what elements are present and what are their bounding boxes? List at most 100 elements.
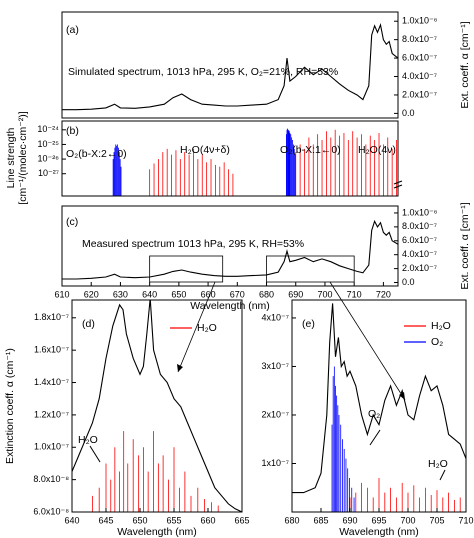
y-tick-label: 2.0x10⁻⁷ [402,263,437,273]
x-tick-label: 695 [371,515,386,525]
y-axis-label: Line strength [5,127,17,188]
y-tick-label: 10⁻²⁵ [38,139,60,149]
x-tick-label: 650 [132,515,147,525]
x-tick-label: 720 [376,289,391,299]
panel-label: (e) [302,318,315,330]
arrow [369,429,381,446]
x-tick-label: 640 [142,289,157,299]
legend-label: H₂O [431,320,451,332]
annotation: H₂O [78,434,98,446]
y-axis-label: Extinction coeff. α (cm⁻¹) [4,348,16,464]
plot-area [72,300,242,512]
y-tick-label: 10⁻²⁶ [38,153,60,163]
panel-label: (d) [82,318,95,330]
annotation: O₂ [368,408,380,420]
plot-frame [61,120,399,197]
y-tick-label: 1.4x10⁻⁷ [34,377,69,387]
x-axis-label: Wavelength (nm) [339,526,419,538]
panel-label: (b) [66,125,79,137]
y-tick-label: 1.0x10⁻⁶ [402,16,438,26]
y-tick-label: 10⁻²⁴ [37,124,59,134]
x-tick-label: 670 [230,289,245,299]
x-tick-label: 650 [171,289,186,299]
y-tick-label: 3x10⁻⁷ [261,361,289,371]
spectrum-line [62,219,398,280]
legend-label: H₂O [197,322,217,334]
y-tick-label: 0.0 [402,277,415,287]
annotation: H₂O(4ν+δ) [180,144,230,156]
y-tick-label: 1.8x10⁻⁷ [34,312,69,322]
y-tick-label: 4.0x10⁻⁷ [402,249,437,259]
x-tick-label: 680 [284,515,299,525]
panel-label: (a) [66,24,79,36]
connector [177,281,216,373]
x-tick-label: 690 [342,515,357,525]
x-tick-label: 610 [54,289,69,299]
x-tick-label: 700 [317,289,332,299]
plot-frame [61,205,399,287]
x-tick-label: 705 [429,515,444,525]
zoom-box [149,255,224,283]
arrow [439,469,446,481]
y-tick-label: 4.0x10⁻⁷ [402,71,437,81]
y-axis-label: Ext. coeff. α [cm⁻¹] [459,202,471,289]
annotation: H₂O [428,458,448,470]
arrowhead [177,364,183,372]
zoom-box [266,255,355,283]
x-tick-label: 710 [347,289,362,299]
y-tick-label: 0.0 [402,108,415,118]
annotation: O₂(b-X:1←0) [280,144,341,156]
x-tick-label: 620 [84,289,99,299]
panel-label: (c) [66,216,78,228]
y-tick-label: 1x10⁻⁷ [261,458,289,468]
x-tick-label: 685 [313,515,328,525]
x-axis-label: Wavelength (nm) [117,526,197,538]
y-tick-label: 1.0x10⁻⁷ [34,442,69,452]
spectrum-line [62,22,398,111]
x-tick-label: 660 [200,515,215,525]
x-tick-label: 630 [113,289,128,299]
x-tick-label: 710 [458,515,473,525]
x-tick-label: 680 [259,289,274,299]
spectrum-line [72,300,242,512]
x-tick-label: 700 [400,515,415,525]
annotation: O₂(b-X:2←0) [66,148,127,160]
y-tick-label: 2.0x10⁻⁷ [402,89,437,99]
x-tick-label: 690 [288,289,303,299]
arrow [89,445,101,463]
y-tick-label: 1.0x10⁻⁶ [402,207,438,217]
y-tick-label: 10⁻²⁷ [38,168,59,178]
annotation: Simulated spectrum, 1013 hPa, 295 K, O₂=… [68,66,338,78]
plot-frame [61,11,399,119]
axis-break [393,180,403,189]
y-tick-label: 1.6x10⁻⁷ [34,345,69,355]
y-tick-label: 8.0x10⁻⁷ [402,221,437,231]
plot-area [62,219,398,280]
y-axis-label: Ext. coeff. α [cm⁻¹] [459,21,471,108]
x-tick-label: 640 [64,515,79,525]
x-axis-label: Wavelength (nm) [190,300,270,312]
y-axis-label: [cm⁻¹/(molec·cm⁻²)] [17,111,29,204]
y-tick-label: 4x10⁻⁷ [261,312,289,322]
arrowhead [399,392,405,400]
x-tick-label: 645 [98,515,113,525]
y-tick-label: 1.2x10⁻⁷ [34,409,69,419]
y-tick-label: 2x10⁻⁷ [261,409,289,419]
y-tick-label: 6.0x10⁻⁸ [33,506,69,516]
connector [329,281,406,401]
plot-frame [71,299,243,513]
x-tick-label: 665 [234,515,249,525]
y-tick-label: 6.0x10⁻⁷ [402,235,437,245]
y-tick-label: 8.0x10⁻⁸ [33,474,69,484]
legend-label: O₂ [431,336,443,348]
plot-area [112,128,397,196]
spectrum-line [292,303,466,494]
y-tick-label: 8.0x10⁻⁷ [402,34,437,44]
y-tick-label: 6.0x10⁻⁷ [402,52,437,62]
x-tick-label: 660 [201,289,216,299]
x-tick-label: 655 [166,515,181,525]
plot-area [62,22,398,111]
annotation: Measured spectrum 1013 hPa, 295 K, RH=53… [82,238,304,250]
annotation: H₂O(4ν) [358,144,396,156]
